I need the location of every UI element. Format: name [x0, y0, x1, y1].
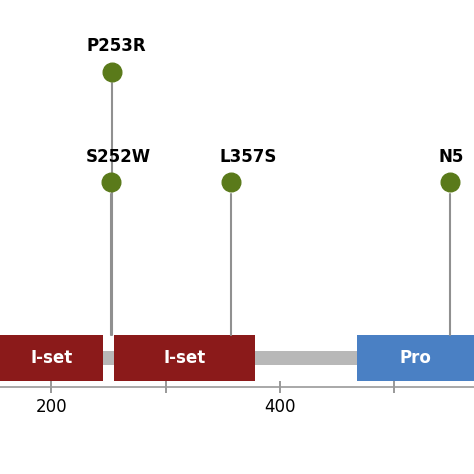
Point [108, 68, 116, 75]
Bar [0, 351, 474, 365]
Text: N5: N5 [438, 148, 464, 166]
Bar [114, 335, 255, 382]
Text: I-set: I-set [30, 349, 73, 367]
Text: P253R: P253R [87, 37, 146, 55]
Point [107, 178, 115, 186]
Bar [357, 335, 474, 382]
Bar [0, 335, 103, 382]
Text: S252W: S252W [86, 148, 151, 166]
Text: Pro: Pro [400, 349, 432, 367]
Point [446, 178, 454, 186]
Text: I-set: I-set [164, 349, 206, 367]
Point [227, 178, 235, 186]
Text: L357S: L357S [219, 148, 277, 166]
